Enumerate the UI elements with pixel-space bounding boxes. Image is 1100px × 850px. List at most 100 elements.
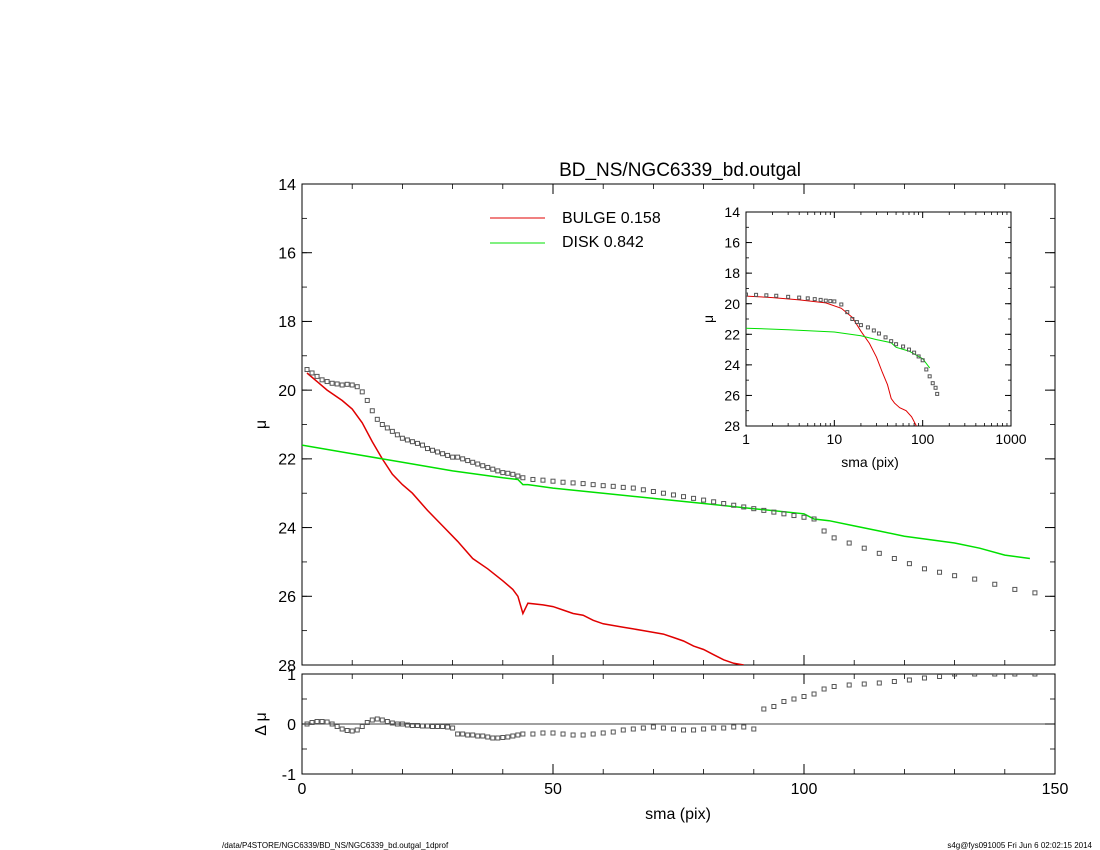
inset-x-tick-label: 1000 xyxy=(995,431,1026,447)
residual-y-tick-label: 0 xyxy=(287,717,296,734)
residual-data-point xyxy=(937,674,943,679)
main-disk-line xyxy=(302,444,1031,560)
residual-data-point xyxy=(515,732,521,738)
main-y-tick-label: 16 xyxy=(278,245,296,262)
residual-data-point xyxy=(560,731,566,737)
inset-series-group xyxy=(746,292,940,426)
main-data-point xyxy=(495,468,501,474)
inset-data-point xyxy=(774,293,779,298)
residual-data-point xyxy=(465,732,471,738)
main-data-point xyxy=(731,502,737,508)
residual-data-point xyxy=(630,726,636,732)
main-data-point xyxy=(831,535,837,541)
residual-data-point xyxy=(409,723,415,728)
main-data-point xyxy=(435,449,441,455)
residual-y-tick-label: 1 xyxy=(287,667,296,684)
residual-data-point xyxy=(876,680,882,686)
residual-x-tick-label: 0 xyxy=(298,781,307,798)
main-y-tick-label: 26 xyxy=(278,589,296,606)
inset-data-point xyxy=(764,293,769,298)
main-data-point xyxy=(761,507,767,513)
residual-data-point xyxy=(550,730,556,736)
residual-data-point xyxy=(952,674,958,677)
residual-data-point xyxy=(781,699,787,704)
residual-data-point xyxy=(761,706,767,712)
residual-data-point xyxy=(414,723,420,728)
residual-data-point xyxy=(404,722,410,728)
main-data-point xyxy=(475,461,481,467)
inset-x-axis-label: sma (pix) xyxy=(841,454,899,470)
residual-data-point xyxy=(490,735,496,741)
inset-disk-line xyxy=(746,327,931,369)
main-data-point xyxy=(430,447,436,453)
inset-frame xyxy=(745,211,1012,427)
residual-data-point xyxy=(334,724,340,729)
inset-data-point xyxy=(828,299,833,304)
main-data-point xyxy=(610,483,616,489)
inset-x-tick-label: 1 xyxy=(742,431,750,447)
inset-data-point xyxy=(876,331,881,336)
residual-data-point xyxy=(691,727,697,733)
inset-data-point xyxy=(754,292,759,297)
main-data-point xyxy=(801,514,807,520)
residual-data-point xyxy=(359,724,365,729)
main-data-point xyxy=(570,480,576,486)
main-data-point xyxy=(490,466,496,472)
residual-data-point xyxy=(741,724,747,730)
inset-data-point xyxy=(832,299,837,304)
main-data-point xyxy=(470,459,476,465)
main-data-point xyxy=(309,370,315,376)
main-data-point xyxy=(876,550,882,556)
residual-data-point xyxy=(771,704,777,709)
residual-data-point xyxy=(364,720,370,725)
legend-disk-label: DISK 0.842 xyxy=(562,234,644,251)
residual-data-point xyxy=(440,724,446,729)
legend: BULGE 0.158 DISK 0.842 xyxy=(490,210,661,251)
inset-data-point xyxy=(930,381,935,386)
residual-data-point xyxy=(304,721,310,727)
main-data-point xyxy=(781,511,787,517)
main-y-tick-label: 18 xyxy=(278,314,296,331)
main-data-point xyxy=(359,389,365,395)
main-data-point xyxy=(455,454,461,460)
main-y-tick-label: 24 xyxy=(278,520,296,537)
main-data-point xyxy=(741,504,747,510)
main-data-point xyxy=(460,456,466,462)
residual-data-point xyxy=(379,717,385,723)
residual-data-point xyxy=(670,726,676,732)
main-data-point xyxy=(349,382,355,388)
main-data-point xyxy=(560,479,566,485)
main-data-point xyxy=(394,432,400,438)
main-data-point xyxy=(711,499,717,505)
main-series-group xyxy=(302,367,1038,665)
residual-data-point xyxy=(399,721,405,727)
residual-data-point xyxy=(339,726,345,732)
main-data-point xyxy=(314,373,320,379)
inset-bulge-line xyxy=(746,295,917,426)
inset-data-point xyxy=(805,296,810,301)
inset-data-point xyxy=(916,354,921,359)
inset-panel: 14 16 18 20 22 24 26 281 10 100 1000 μ xyxy=(700,204,1027,447)
residual-data-point xyxy=(354,727,360,733)
main-data-point xyxy=(937,569,943,575)
residual-data-point xyxy=(570,732,576,738)
inset-y-tick-label: 22 xyxy=(724,326,740,342)
main-data-point xyxy=(701,497,707,503)
inset-y-tick-label: 18 xyxy=(724,265,740,281)
inset-data-point xyxy=(924,367,929,372)
main-data-point xyxy=(952,573,958,579)
main-data-point xyxy=(324,379,330,385)
main-data-point xyxy=(921,566,927,572)
main-data-point xyxy=(530,476,536,482)
main-data-point xyxy=(891,555,897,561)
residual-data-point xyxy=(972,674,978,677)
residual-data-point xyxy=(801,694,807,699)
main-y-tick-label: 20 xyxy=(278,383,296,400)
inset-data-point xyxy=(854,320,859,325)
main-data-point xyxy=(319,377,325,383)
residual-data-point xyxy=(369,717,375,723)
residual-data-point xyxy=(650,724,656,730)
residual-data-point xyxy=(540,730,546,736)
main-data-point xyxy=(510,471,516,477)
residual-data-point xyxy=(831,684,837,689)
